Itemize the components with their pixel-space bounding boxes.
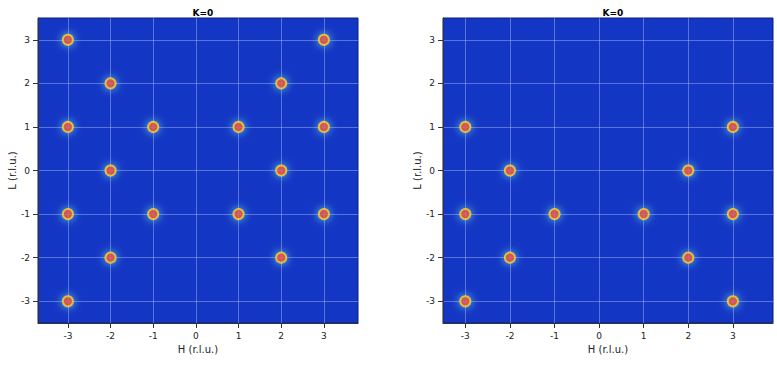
svg-text:-1: -1 bbox=[426, 209, 435, 219]
svg-text:H (r.l.u.): H (r.l.u.) bbox=[588, 344, 628, 355]
svg-text:-3: -3 bbox=[426, 296, 435, 306]
svg-text:-2: -2 bbox=[505, 331, 514, 341]
svg-text:2: 2 bbox=[24, 78, 30, 88]
svg-text:0: 0 bbox=[429, 166, 435, 176]
svg-text:-2: -2 bbox=[426, 253, 435, 263]
svg-text:-1: -1 bbox=[149, 331, 158, 341]
svg-text:L (r.l.u.): L (r.l.u.) bbox=[7, 151, 18, 189]
svg-text:3: 3 bbox=[429, 35, 435, 45]
svg-text:-1: -1 bbox=[21, 209, 30, 219]
svg-text:-3: -3 bbox=[63, 331, 72, 341]
svg-text:3: 3 bbox=[321, 331, 327, 341]
svg-text:2: 2 bbox=[278, 331, 284, 341]
svg-text:1: 1 bbox=[236, 331, 242, 341]
svg-text:0: 0 bbox=[596, 331, 602, 341]
svg-text:2: 2 bbox=[685, 331, 691, 341]
svg-text:L (r.l.u.): L (r.l.u.) bbox=[412, 151, 423, 189]
svg-text:-3: -3 bbox=[461, 331, 470, 341]
svg-text:1: 1 bbox=[429, 122, 435, 132]
svg-text:H (r.l.u.): H (r.l.u.) bbox=[178, 344, 218, 355]
svg-text:1: 1 bbox=[24, 122, 30, 132]
svg-text:-1: -1 bbox=[550, 331, 559, 341]
svg-text:1: 1 bbox=[641, 331, 647, 341]
svg-text:3: 3 bbox=[730, 331, 736, 341]
svg-text:-2: -2 bbox=[106, 331, 115, 341]
svg-text:0: 0 bbox=[24, 166, 30, 176]
svg-text:0: 0 bbox=[193, 331, 199, 341]
svg-text:2: 2 bbox=[429, 78, 435, 88]
svg-text:-3: -3 bbox=[21, 296, 30, 306]
svg-text:K=0: K=0 bbox=[603, 8, 624, 18]
svg-text:K=0: K=0 bbox=[193, 8, 214, 18]
svg-text:-2: -2 bbox=[21, 253, 30, 263]
svg-text:3: 3 bbox=[24, 35, 30, 45]
